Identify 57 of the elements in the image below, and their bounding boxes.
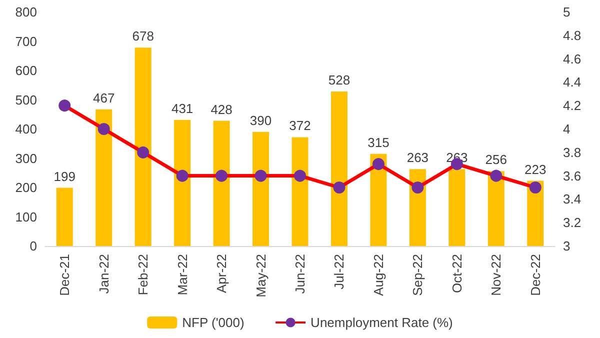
y2-tick-label: 4.2	[563, 98, 582, 114]
y-tick-label: 300	[15, 150, 37, 166]
data-label: 223	[524, 162, 546, 177]
bar	[134, 48, 152, 246]
x-tick-label: Jul-22	[332, 254, 347, 290]
y-tick-label: 100	[15, 209, 37, 224]
x-tick-label: Dec-22	[528, 254, 543, 296]
y2-tick-label: 4.8	[563, 28, 582, 43]
data-label: 678	[132, 28, 154, 44]
bar	[252, 132, 270, 246]
x-tick-label: Sep-22	[410, 254, 426, 296]
bar	[292, 137, 308, 246]
y-tick-label: 400	[15, 122, 37, 136]
bar	[56, 188, 73, 246]
x-tick-label: Apr-22	[214, 254, 230, 294]
y-tick-label: 0	[30, 238, 37, 254]
x-tick-label: Aug-22	[370, 254, 386, 296]
y2-tick-label: 3.8	[563, 144, 582, 160]
bar	[174, 120, 191, 246]
bar	[330, 92, 348, 246]
x-tick-label: Feb-22	[136, 254, 151, 296]
data-label: 428	[210, 102, 232, 117]
y2-tick-label: 3.6	[563, 168, 582, 184]
data-label: 431	[171, 100, 194, 116]
x-tick-label: May-22	[253, 254, 268, 298]
y2-tick-label: 4	[563, 122, 570, 136]
data-label: 372	[289, 118, 311, 134]
data-label: 263	[406, 150, 429, 166]
x-tick-label: Nov-22	[488, 254, 504, 296]
x-tick-label: Oct-22	[449, 254, 464, 294]
data-label: 528	[328, 72, 350, 88]
x-tick-label: Mar-22	[174, 254, 190, 296]
bar	[448, 169, 466, 246]
data-label: 256	[485, 152, 508, 168]
y2-tick-label: 5	[563, 4, 570, 20]
legend-label: NFP ('000)	[182, 315, 244, 330]
data-label: 467	[92, 90, 115, 106]
y2-tick-label: 4.6	[563, 51, 582, 66]
y-tick-label: 800	[15, 4, 37, 20]
y-tick-label: 500	[15, 92, 37, 108]
x-tick-label: Jun-22	[292, 254, 308, 294]
y2-tick-label: 4.4	[563, 74, 582, 90]
y-tick-label: 200	[15, 180, 37, 195]
bar	[213, 120, 230, 246]
y2-tick-label: 3.2	[563, 215, 582, 230]
data-label: 390	[250, 112, 272, 128]
y-tick-label: 700	[15, 34, 37, 49]
data-label: 315	[368, 134, 390, 150]
legend-label: Unemployment Rate (%)	[310, 315, 453, 330]
data-label: 199	[54, 168, 76, 184]
y-tick-label: 600	[15, 63, 37, 78]
x-tick-label: Dec-21	[57, 254, 72, 296]
x-tick-label: Jan-22	[96, 254, 112, 294]
y2-tick-label: 3.4	[563, 192, 582, 207]
y2-tick-label: 3	[563, 238, 570, 254]
bar	[370, 154, 387, 246]
bar	[96, 109, 112, 246]
